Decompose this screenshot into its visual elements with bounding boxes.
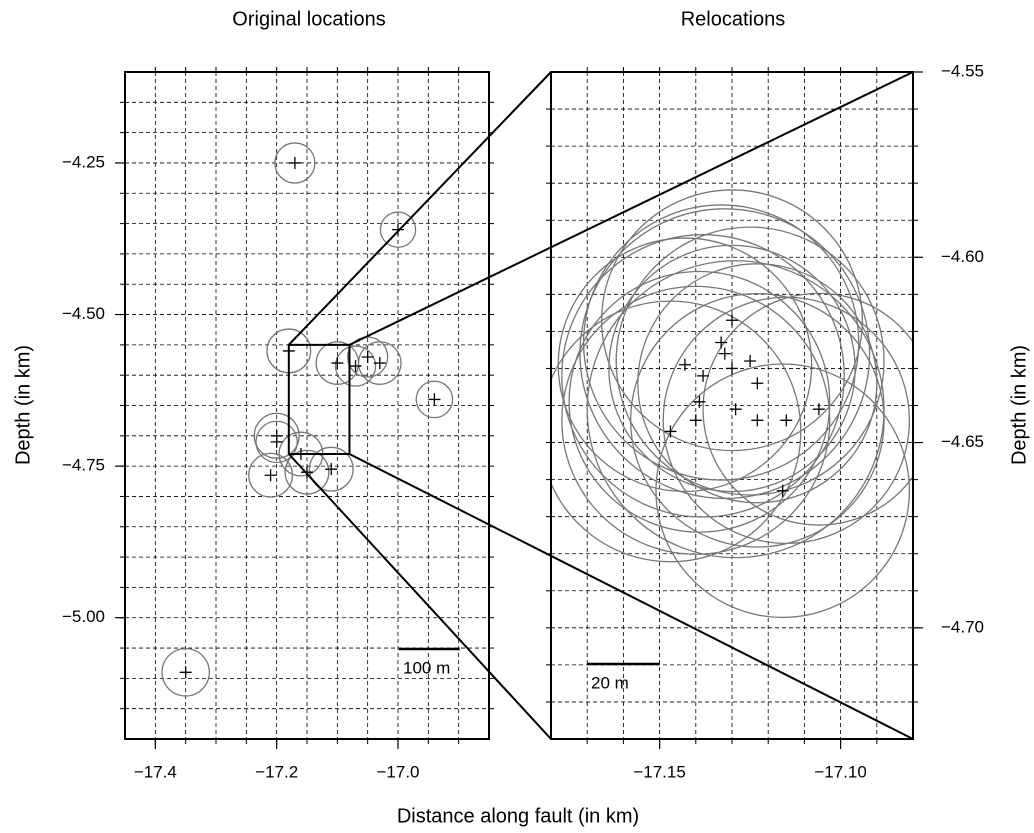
event-marker bbox=[693, 395, 706, 408]
y-tick-label: −4.60 bbox=[941, 247, 984, 266]
error-circle bbox=[655, 363, 911, 619]
plot-area bbox=[551, 189, 913, 619]
event-marker bbox=[392, 223, 404, 236]
event-marker bbox=[726, 362, 738, 375]
event-marker bbox=[718, 347, 731, 360]
y-tick-label: −4.25 bbox=[62, 152, 105, 171]
event-marker bbox=[179, 666, 192, 679]
error-circle bbox=[274, 142, 316, 184]
error-circle bbox=[379, 211, 417, 248]
event-marker bbox=[715, 336, 728, 349]
error-circle bbox=[561, 285, 831, 555]
x-tick-label: −17.4 bbox=[134, 762, 177, 781]
error-circle bbox=[284, 449, 330, 495]
plot-frame bbox=[550, 71, 914, 740]
error-circle bbox=[662, 296, 911, 545]
error-circle bbox=[248, 452, 294, 498]
x-tick-label: −17.15 bbox=[633, 762, 685, 781]
y-tick-label: −4.75 bbox=[62, 456, 105, 475]
x-axis-label: Distance along fault (in km) bbox=[397, 805, 639, 827]
y-tick-label: −4.50 bbox=[62, 304, 105, 323]
plot-area bbox=[161, 142, 454, 697]
error-circle bbox=[568, 270, 831, 533]
y-axis-label: Depth (in km) bbox=[12, 345, 34, 465]
event-marker bbox=[373, 357, 386, 370]
event-marker bbox=[270, 435, 283, 448]
event-marker bbox=[325, 463, 338, 476]
y-axis-label: Depth (in km) bbox=[1008, 345, 1030, 465]
scale-bar-label: 100 m bbox=[403, 658, 450, 677]
error-circle bbox=[255, 420, 298, 464]
error-circle bbox=[561, 234, 845, 518]
event-marker bbox=[349, 360, 362, 373]
panel-title: Original locations bbox=[232, 8, 385, 30]
zoom-connector bbox=[349, 453, 914, 740]
error-circle bbox=[161, 647, 210, 697]
event-marker bbox=[301, 466, 313, 479]
x-tick-label: −17.0 bbox=[376, 762, 419, 781]
plot-frame bbox=[124, 71, 490, 740]
event-marker bbox=[288, 156, 301, 169]
event-marker bbox=[812, 403, 825, 416]
event-marker bbox=[678, 358, 691, 371]
zoom-connector bbox=[288, 71, 552, 346]
error-circle bbox=[334, 345, 377, 387]
y-tick-label: −4.70 bbox=[941, 617, 984, 636]
y-tick-label: −5.00 bbox=[62, 607, 105, 626]
error-circle bbox=[615, 226, 885, 496]
error-circle bbox=[637, 263, 878, 504]
zoom-connector bbox=[349, 71, 914, 346]
event-marker bbox=[428, 393, 441, 406]
event-marker bbox=[264, 469, 277, 482]
event-marker bbox=[697, 369, 710, 382]
error-circle bbox=[702, 292, 913, 526]
error-circle bbox=[415, 380, 454, 419]
error-circle bbox=[608, 244, 856, 493]
event-marker bbox=[729, 403, 742, 416]
event-marker bbox=[331, 357, 344, 370]
error-circle bbox=[308, 446, 354, 492]
event-marker bbox=[689, 414, 702, 427]
x-tick-label: −17.10 bbox=[814, 762, 866, 781]
event-marker bbox=[780, 414, 793, 427]
event-marker bbox=[744, 355, 757, 368]
error-circle bbox=[629, 292, 885, 548]
y-tick-label: −4.55 bbox=[941, 61, 984, 80]
zoom-connector bbox=[288, 453, 552, 740]
x-tick-label: −17.2 bbox=[255, 762, 298, 781]
error-circle bbox=[551, 300, 802, 563]
error-circle bbox=[357, 341, 402, 385]
event-marker bbox=[751, 377, 764, 390]
event-marker bbox=[726, 314, 738, 327]
event-marker bbox=[751, 414, 764, 427]
event-marker bbox=[664, 425, 677, 438]
zoom-box bbox=[287, 343, 351, 456]
scale-bar-label: 20 m bbox=[591, 673, 629, 692]
error-circle bbox=[253, 412, 300, 459]
event-marker bbox=[776, 484, 789, 497]
event-marker bbox=[361, 350, 374, 363]
panel-title: Relocations bbox=[681, 8, 786, 30]
y-tick-label: −4.65 bbox=[941, 432, 984, 451]
